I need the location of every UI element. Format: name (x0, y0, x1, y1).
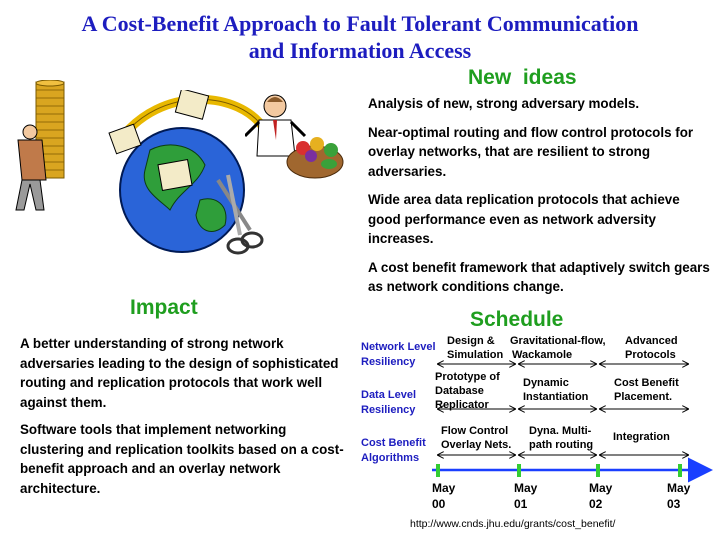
list-item: A cost benefit framework that adaptively… (368, 259, 710, 295)
task-dynamic-instantiation: Dynamic Instantiation (523, 377, 589, 403)
row-label-data-level: Data Level Resiliency (361, 389, 417, 416)
task-cost-benefit-placement: Cost Benefit Placement. (614, 377, 679, 403)
list-item: Analysis of new, strong adversary models… (368, 96, 640, 111)
task-design-simulation: Design & Simulation (447, 335, 504, 361)
row-label-network-level: Network Level Resiliency (361, 341, 436, 368)
timeline-label-may-00: May 00 (432, 481, 456, 511)
task-flow-control: Flow Control Overlay Nets. (441, 425, 512, 451)
list-item: Near-optimal routing and flow control pr… (368, 124, 694, 179)
task-gravitational-flow: Gravitational-flow, Wackamole (510, 335, 606, 361)
page-title: A Cost-Benefit Approach to Fault Toleran… (0, 10, 720, 64)
globe-network-illustration (108, 90, 269, 255)
title-line-2: and Information Access (248, 38, 472, 63)
scissors-icon (216, 174, 264, 255)
timeline-label-may-02: May 02 (589, 481, 613, 511)
computer-icon (157, 159, 193, 191)
presenter-with-produce-illustration (245, 94, 344, 179)
task-advanced-protocols: Advanced Protocols (625, 335, 678, 361)
timeline-label-may-03: May 03 (667, 481, 691, 511)
list-item: A better understanding of strong network… (20, 336, 339, 410)
new-ideas-heading: New ideas (468, 66, 577, 89)
coin-stack (35, 80, 65, 179)
person-carrying-coins-illustration (15, 80, 65, 211)
timeline-label-may-01: May 01 (514, 481, 538, 511)
footer-url[interactable]: http://www.cnds.jhu.edu/grants/cost_bene… (410, 518, 616, 530)
task-integration: Integration (613, 431, 670, 443)
computer-icon (108, 123, 142, 155)
computer-icon (174, 90, 210, 120)
impact-heading: Impact (130, 296, 198, 319)
new-ideas-list: Analysis of new, strong adversary models… (368, 94, 713, 306)
list-item: Software tools that implement networking… (20, 422, 344, 496)
schedule-heading: Schedule (470, 308, 564, 331)
list-item: Wide area data replication protocols tha… (368, 192, 680, 246)
title-line-1: A Cost-Benefit Approach to Fault Toleran… (81, 11, 639, 36)
row-label-cost-benefit: Cost Benefit Algorithms (361, 437, 426, 464)
task-dyna-multipath: Dyna. Multi-path routing (529, 425, 594, 451)
impact-list: A better understanding of strong network… (20, 334, 350, 506)
